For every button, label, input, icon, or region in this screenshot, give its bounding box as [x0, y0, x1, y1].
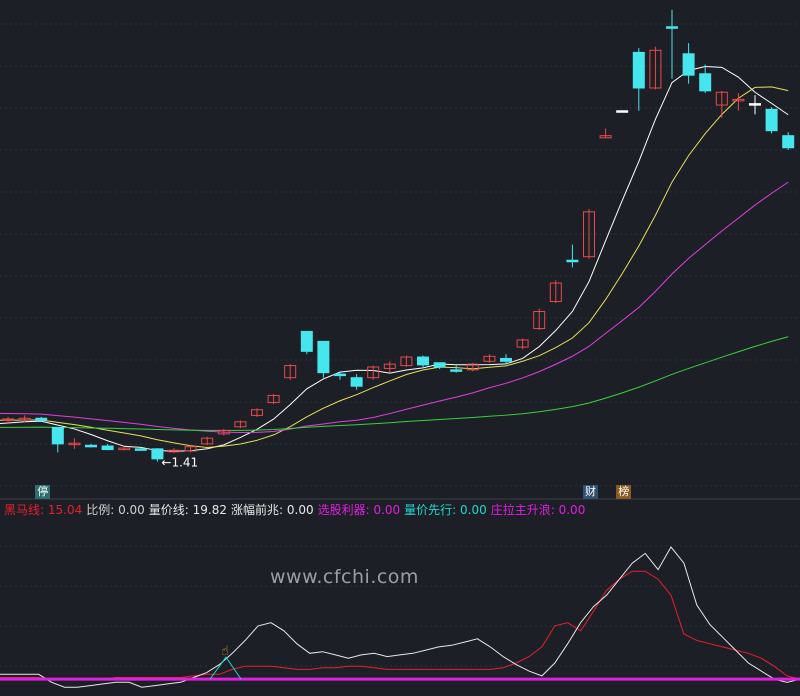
legend-item: 黑马线: 15.04 [4, 503, 82, 517]
candle-down [699, 73, 712, 92]
legend-item: 量价先行: 0.00 [404, 503, 487, 517]
legend-value: 0.00 [460, 503, 487, 517]
legend-value: 0.00 [118, 503, 145, 517]
candle-up [184, 446, 197, 452]
legend-label: 量价先行: [404, 503, 461, 517]
ma60-line [0, 336, 789, 431]
moving-average-lines [0, 65, 789, 452]
candle-up [533, 310, 546, 330]
legend-item: 庄拉主升浪: 0.00 [491, 503, 586, 517]
candle-down [765, 108, 778, 132]
legend-item: 涨幅前兆: 0.00 [231, 503, 314, 517]
event-tag: 停 [35, 485, 51, 499]
candle-up [251, 409, 263, 416]
legend-label: 庄拉主升浪: [490, 503, 559, 517]
legend-label: 量价线: [148, 503, 193, 517]
candle-up [217, 429, 230, 435]
candle-up [583, 211, 595, 258]
legend-label: 黑马线: [4, 503, 48, 517]
minimum-price-label: ←1.41 [161, 456, 198, 470]
candle-down [35, 417, 48, 421]
candlestick-series [2, 9, 795, 462]
candle-down [151, 448, 164, 460]
candle-up [284, 365, 297, 379]
legend-value: 0.00 [558, 503, 586, 517]
candle-down [666, 26, 678, 29]
candle-up [549, 282, 562, 303]
candle-up [599, 135, 612, 139]
candle-down [134, 448, 147, 451]
legend-item: 选股利器: 0.00 [318, 503, 401, 517]
indicator-line [0, 546, 800, 688]
indicator-signals: ☝ [0, 644, 800, 681]
event-tag: 榜 [616, 485, 632, 499]
indicator-gridlines [0, 545, 800, 667]
candle-down [317, 340, 330, 374]
indicator-legend: 黑马线: 15.04 比例: 0.00 量价线: 19.82 涨幅前兆: 0.00 选股… [4, 501, 589, 518]
candle-up [715, 91, 728, 106]
candle-up [201, 437, 214, 445]
main-gridlines [0, 23, 800, 487]
candle-down [350, 377, 363, 387]
indicator-lines [0, 546, 800, 688]
candle-down [417, 356, 429, 366]
candle-up [168, 449, 180, 453]
signal-triangle [209, 656, 242, 680]
ma5-line [0, 65, 789, 452]
candle-down [101, 445, 114, 451]
legend-item: 比例: 0.00 [86, 503, 145, 517]
legend-value: 0.00 [373, 503, 401, 517]
candle-up [267, 394, 280, 404]
candle-up [118, 447, 131, 451]
candle-up [18, 417, 31, 421]
candle-down [616, 110, 629, 113]
legend-item: 量价线: 19.82 [149, 503, 227, 517]
candle-down [433, 362, 446, 368]
candle-down [51, 427, 64, 445]
legend-value: 15.04 [47, 503, 83, 517]
candle-up [732, 98, 745, 102]
candle-down [749, 103, 761, 106]
legend-label: 比例: [86, 503, 119, 517]
candle-up [68, 442, 81, 446]
candle-down [782, 135, 795, 149]
candle-down [632, 51, 645, 89]
candle-down [450, 369, 463, 372]
ma10-line [0, 86, 789, 449]
ma20-line [0, 181, 789, 434]
legend-value: 0.00 [286, 503, 314, 517]
legend-label: 涨幅前兆: [231, 503, 287, 517]
candle-up [234, 421, 247, 428]
candle-up [466, 363, 479, 371]
legend-value: 19.82 [192, 503, 228, 517]
candle-down [300, 330, 313, 352]
indicator-line [0, 570, 800, 680]
signal-hand-icon: ☝ [221, 644, 229, 659]
candle-up [516, 339, 529, 348]
event-tag: 财 [583, 485, 598, 499]
candle-down [682, 53, 695, 76]
candle-up [383, 363, 396, 369]
candle-up [649, 49, 662, 89]
candle-up [367, 366, 380, 379]
candle-down [500, 357, 512, 362]
candle-up [400, 356, 413, 367]
candle-up [2, 418, 14, 421]
legend-label: 选股利器: [317, 503, 374, 517]
candle-down [85, 444, 97, 448]
candle-down [566, 259, 579, 263]
candle-up [483, 355, 496, 362]
candle-down [334, 373, 346, 377]
watermark-text: www.cfchi.com [270, 566, 419, 588]
